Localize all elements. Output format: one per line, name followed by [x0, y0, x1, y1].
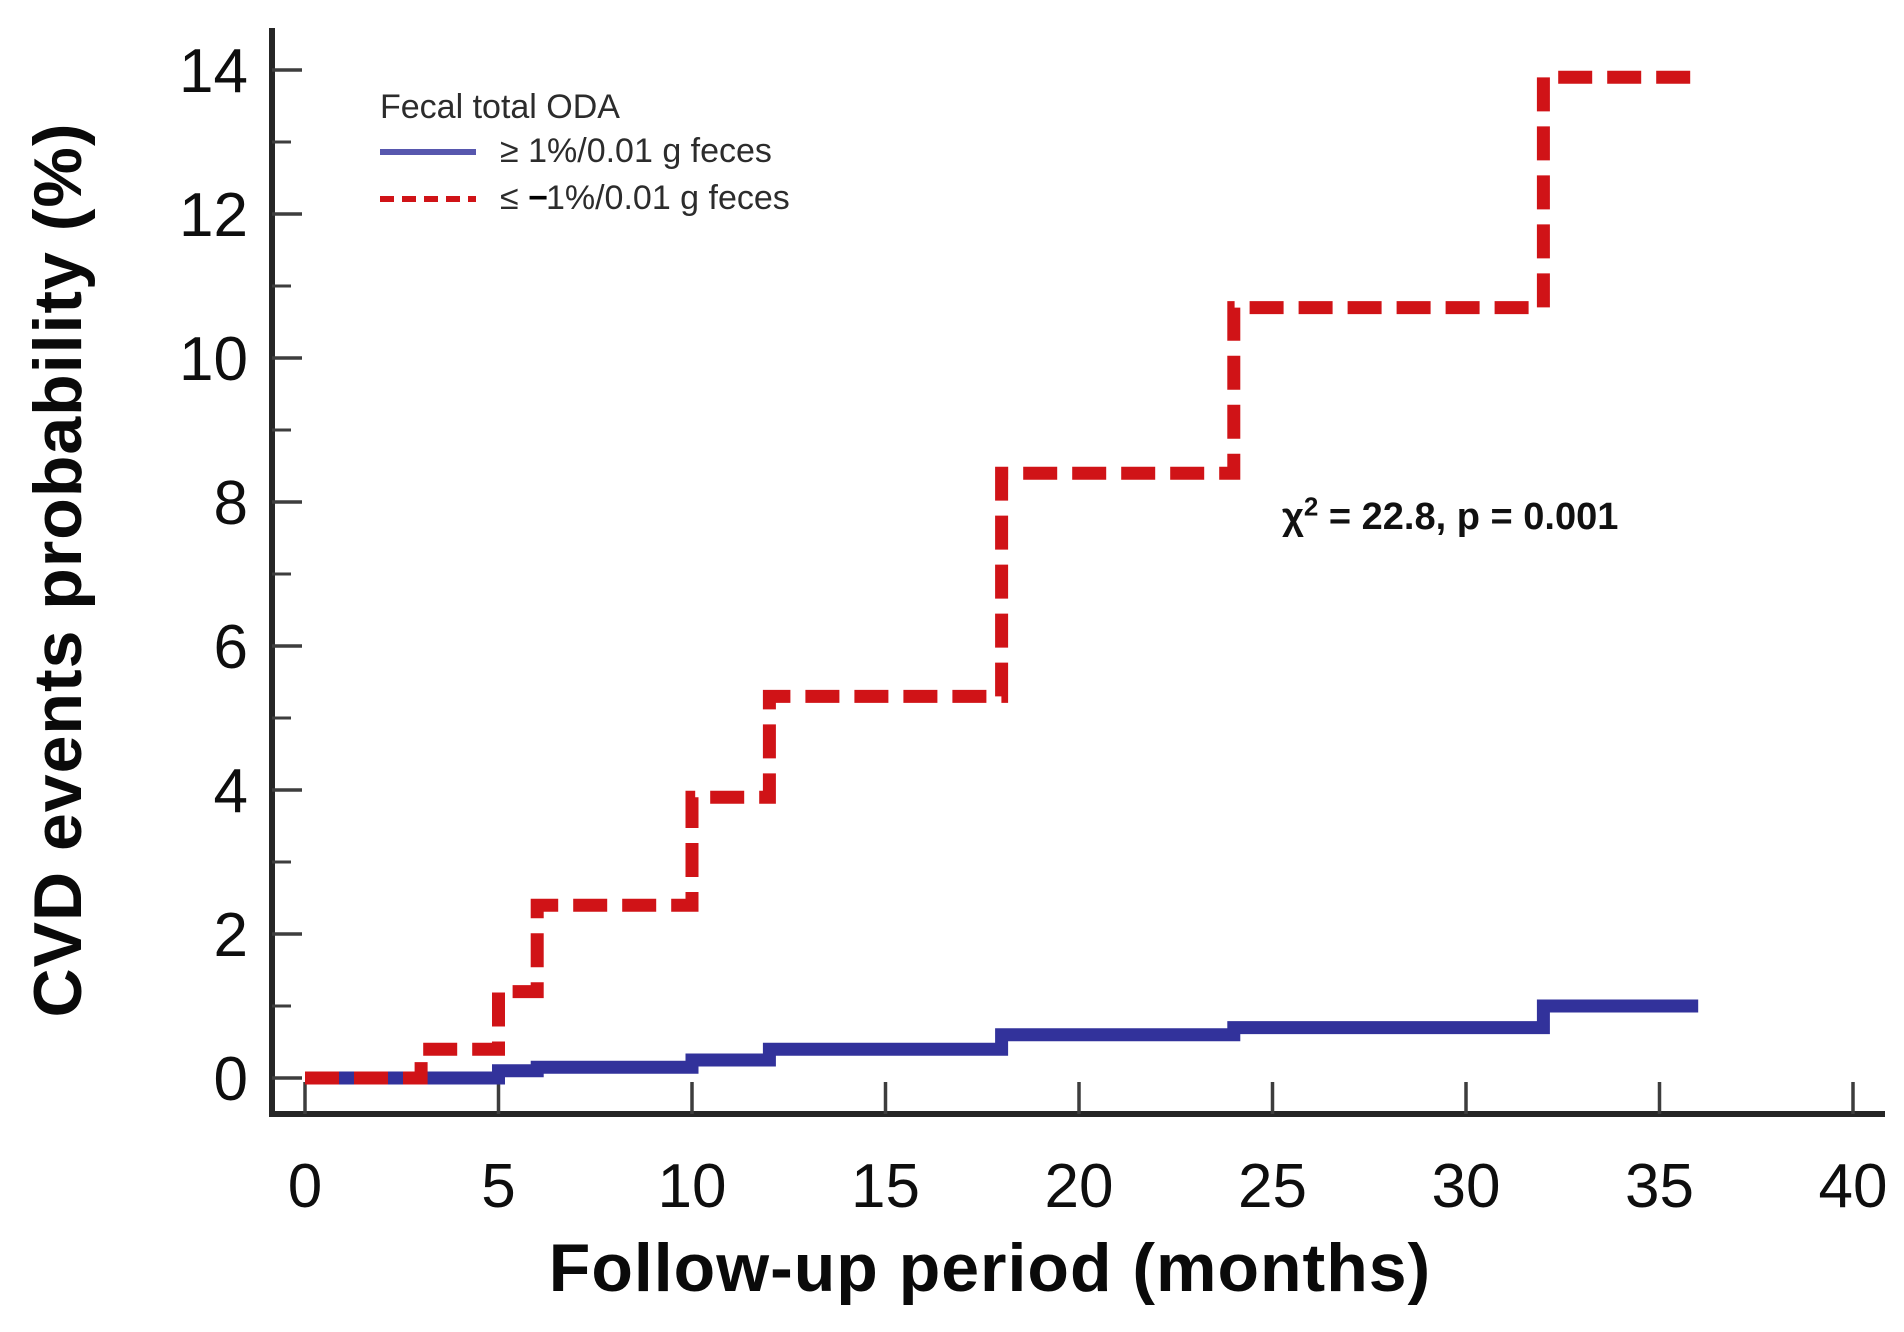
y-tick-label: 14: [179, 37, 248, 106]
series-layer: [305, 70, 1699, 1085]
legend-label-low-prefix: ≤: [500, 179, 529, 217]
legend-label-high-oda: ≥ 1%/0.01 g feces: [500, 132, 772, 170]
legend: Fecal total ODA ≥ 1%/0.01 g feces ≤ −1%/…: [378, 86, 790, 222]
x-tick-label: 25: [1238, 1152, 1307, 1221]
legend-label-low-minus: −: [528, 179, 548, 217]
chi-square-annotation: χ2 = 22.8, p = 0.001: [1282, 493, 1619, 539]
legend-line-solid-icon: [380, 148, 476, 155]
series-low-oda-curve: [305, 70, 1699, 1085]
x-tick-label: 30: [1432, 1152, 1501, 1221]
x-tick-label: 0: [288, 1152, 322, 1221]
y-tick-label: 8: [214, 469, 248, 538]
x-axis-title: Follow-up period (months): [548, 1230, 1432, 1306]
legend-item-high-oda: ≥ 1%/0.01 g feces: [378, 128, 790, 175]
chi-symbol: χ: [1282, 496, 1304, 538]
y-tick-label: 6: [214, 613, 248, 682]
legend-label-low-suffix: 1%/0.01 g feces: [545, 179, 790, 217]
chi-exponent: 2: [1303, 491, 1319, 522]
y-axis-title: CVD events probability (%): [20, 122, 96, 1018]
legend-item-low-oda: ≤ −1%/0.01 g feces: [378, 175, 790, 222]
legend-line-dashed-icon: [380, 195, 476, 202]
x-tick-label: 20: [1045, 1152, 1114, 1221]
axes-layer: 0 2 4 6 8 10 12 14 0 5 10 15 20 25 30 35 40: [179, 28, 1887, 1221]
y-tick-label: 0: [214, 1045, 248, 1114]
x-tick-label: 10: [658, 1152, 727, 1221]
x-tick-label: 40: [1819, 1152, 1888, 1221]
legend-label-low-oda: ≤ −1%/0.01 g feces: [500, 179, 790, 218]
stat-text: = 22.8, p = 0.001: [1318, 496, 1619, 538]
x-tick-label: 35: [1625, 1152, 1694, 1221]
x-tick-label: 5: [481, 1152, 515, 1221]
legend-title: Fecal total ODA: [380, 88, 620, 126]
y-tick-label: 2: [214, 901, 248, 970]
y-tick-label: 4: [214, 757, 248, 826]
series-high-oda-curve: [305, 999, 1699, 1085]
x-tick-label: 15: [851, 1152, 920, 1221]
y-tick-label: 12: [179, 181, 248, 250]
y-tick-label: 10: [179, 325, 248, 394]
